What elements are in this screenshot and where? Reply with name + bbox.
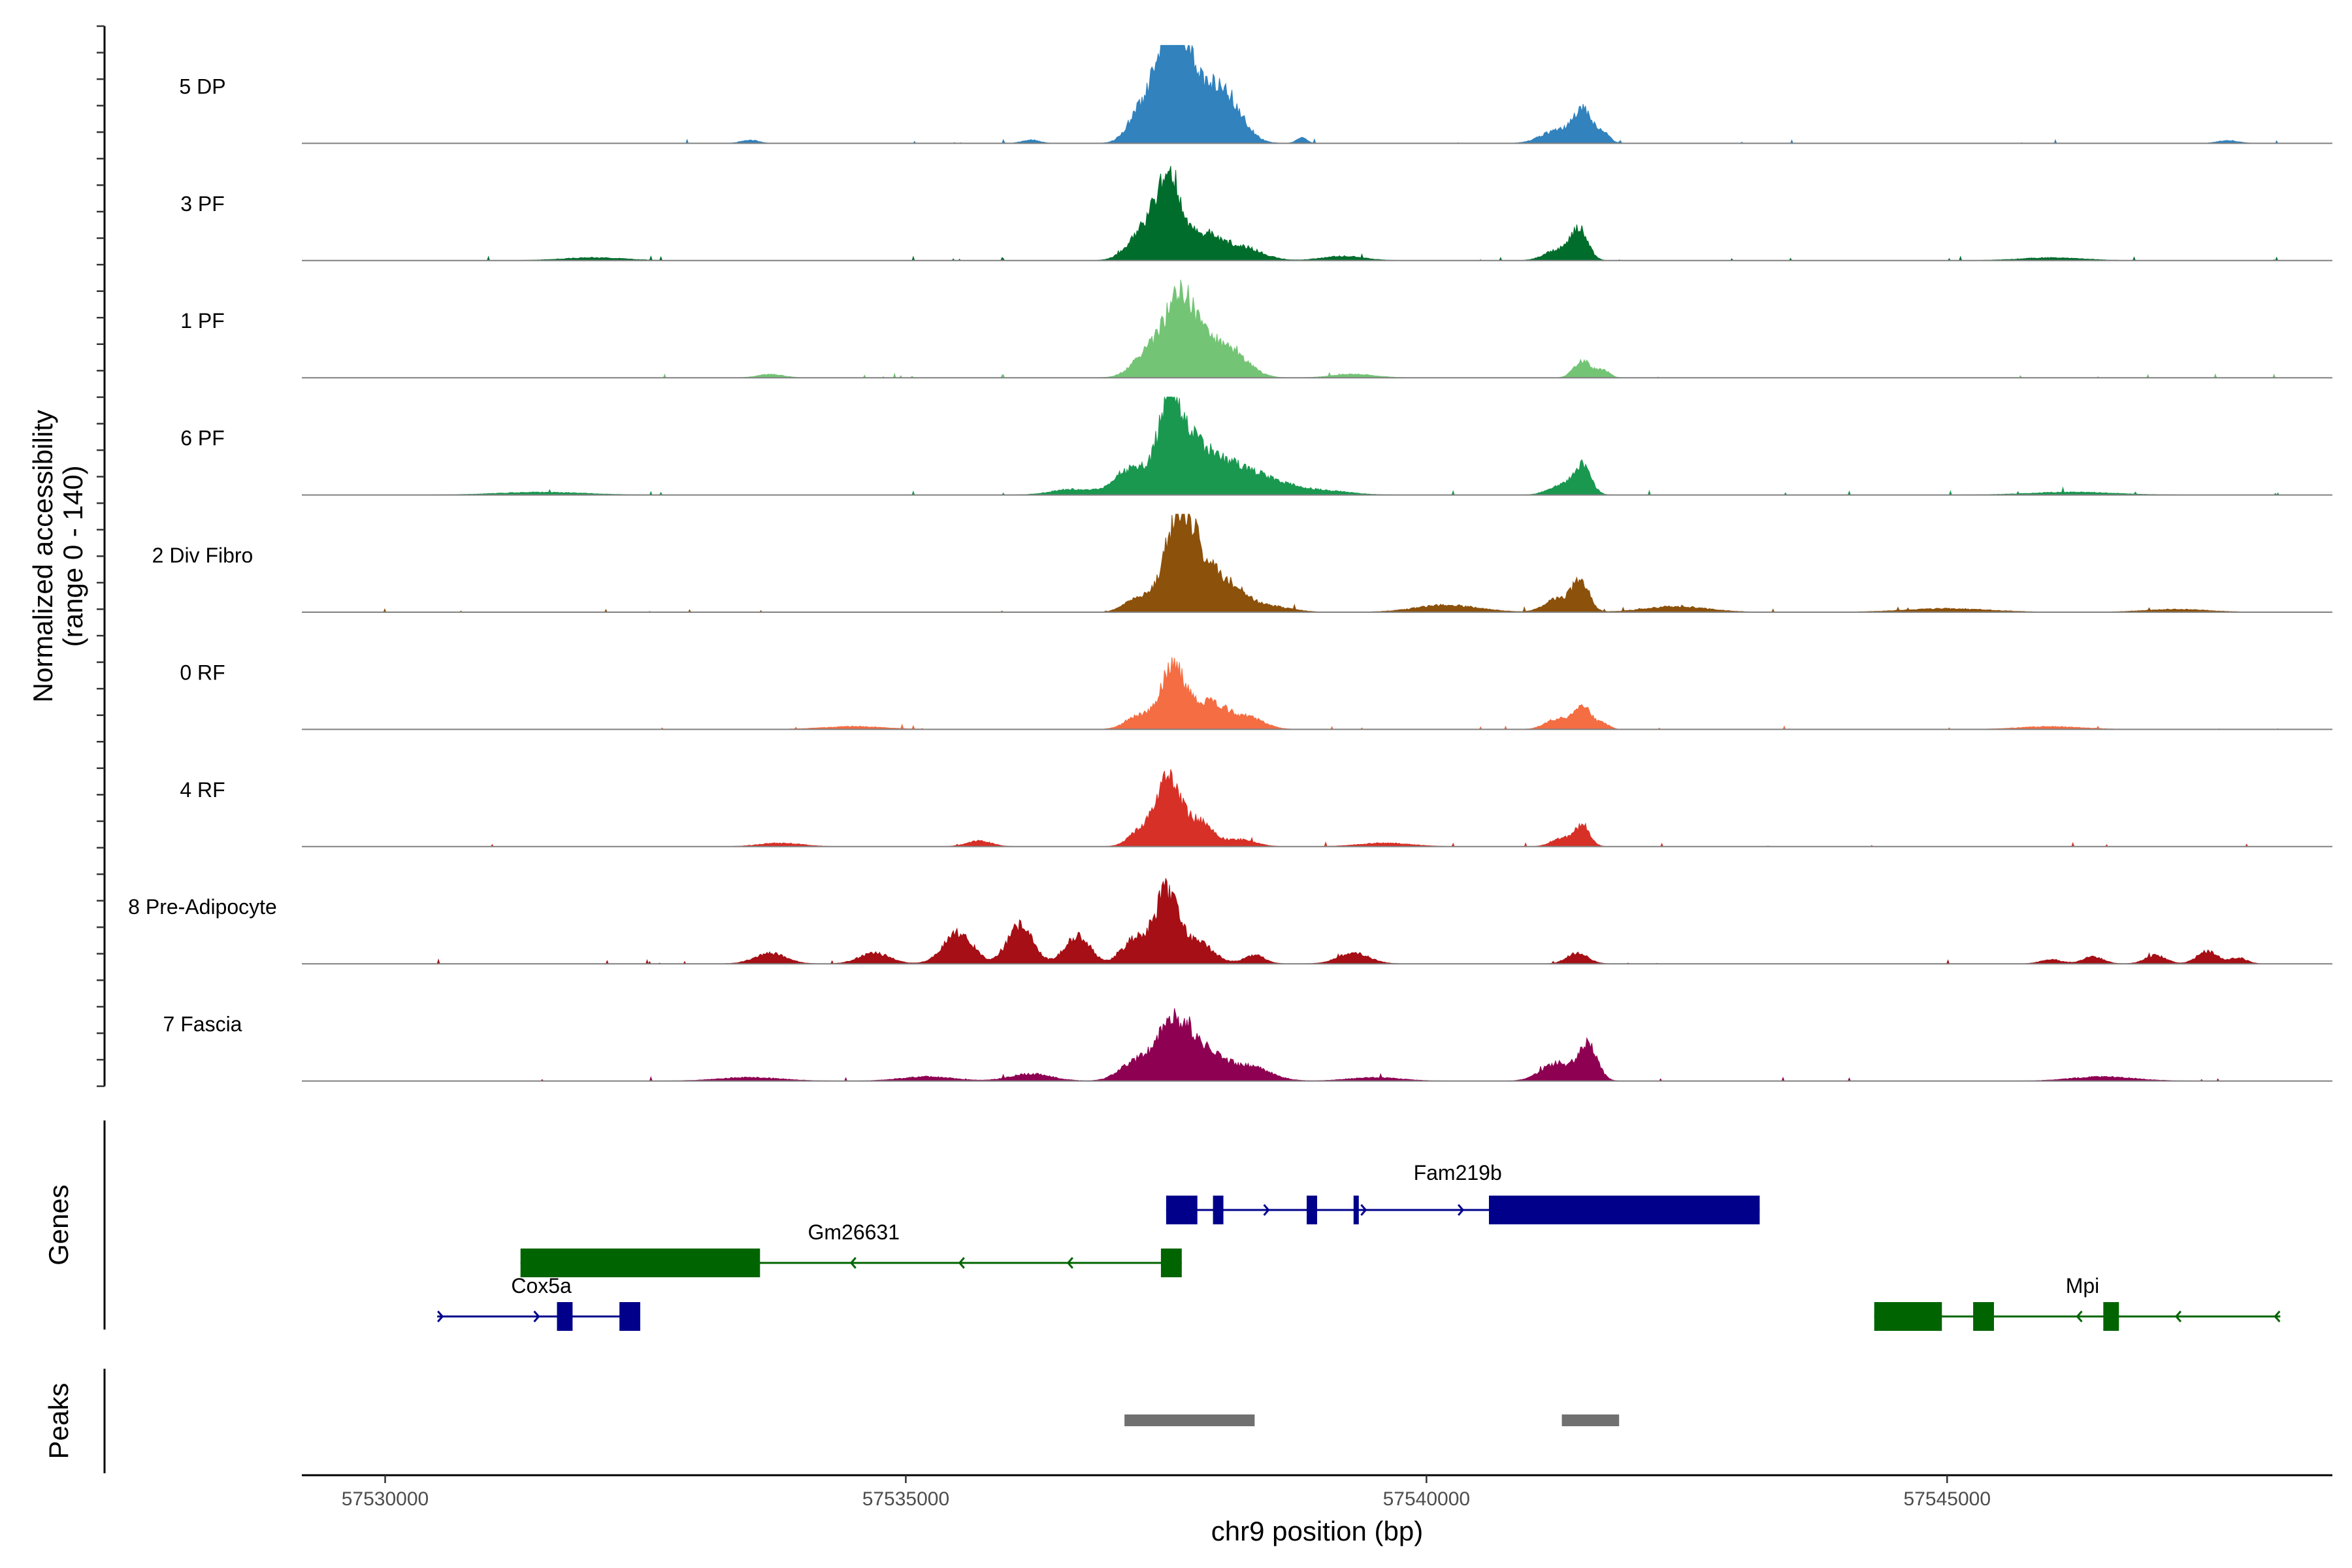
gene-exon — [1353, 1196, 1359, 1224]
track-7-fascia: 7 Fascia — [163, 1008, 2332, 1082]
gene-exon — [1160, 1249, 1182, 1277]
track-5-dp: 5 DP — [179, 44, 2332, 144]
track-6-pf: 6 PF — [180, 396, 2332, 496]
strand-arrow — [849, 1257, 857, 1269]
gene-track: Fam219b Gm26631 Cox5a Mpi — [103, 1120, 2281, 1331]
gene-fam219b: Fam219b — [1166, 1161, 1760, 1224]
coverage-tracks: 5 DP 3 PF 1 PF 6 PF 2 Div Fibro 0 RF 4 RF 8 Pre… — [128, 44, 2332, 1082]
track-label: 3 PF — [180, 192, 225, 216]
gene-exon — [2103, 1302, 2119, 1331]
x-axis-title: chr9 position (bp) — [1211, 1516, 1424, 1546]
gene-label: Mpi — [2066, 1274, 2100, 1298]
strand-arrow — [533, 1311, 540, 1322]
track-4-rf: 4 RF — [180, 769, 2332, 847]
y-axis-title: Normalized accessibility — [27, 410, 58, 702]
strand-arrow — [2274, 1311, 2281, 1322]
track-3-pf: 3 PF — [180, 165, 2332, 261]
x-tick-label: 57535000 — [862, 1488, 949, 1510]
x-axis: 57530000 57535000 57540000 57545000 — [302, 1474, 2332, 1510]
strand-arrow — [2174, 1311, 2182, 1322]
track-0-rf: 0 RF — [180, 657, 2332, 730]
strand-arrow — [437, 1311, 444, 1322]
track-label: 4 RF — [180, 778, 225, 802]
strand-arrow — [1066, 1257, 1073, 1269]
gene-exon — [1488, 1196, 1760, 1224]
strand-arrow — [1263, 1204, 1270, 1216]
gene-track-label: Genes — [43, 1184, 74, 1266]
gene-cox5a: Cox5a — [437, 1274, 640, 1331]
y-axis — [97, 25, 106, 1087]
gene-exon — [520, 1249, 760, 1277]
peak-region — [1124, 1414, 1255, 1426]
track-label: 8 Pre-Adipocyte — [128, 895, 277, 919]
gene-exon — [1166, 1196, 1198, 1224]
track-label: 6 PF — [180, 427, 225, 450]
track-label: 5 DP — [179, 74, 225, 98]
track-label: 7 Fascia — [163, 1013, 242, 1036]
strand-arrow — [2076, 1311, 2083, 1322]
gene-exon — [1213, 1196, 1224, 1224]
track-2-div-fibro: 2 Div Fibro — [152, 514, 2332, 613]
strand-arrow — [1458, 1204, 1465, 1216]
gene-exon — [619, 1302, 640, 1331]
x-tick-label: 57545000 — [1904, 1488, 1991, 1510]
peak-track — [103, 1369, 1620, 1473]
track-8-pre-adipocyte: 8 Pre-Adipocyte — [128, 878, 2332, 965]
x-tick-label: 57540000 — [1383, 1488, 1470, 1510]
track-label: 2 Div Fibro — [152, 544, 253, 567]
gene-label: Gm26631 — [808, 1220, 900, 1244]
track-1-pf: 1 PF — [180, 280, 2332, 379]
gene-exon — [1973, 1302, 1994, 1331]
gene-gm26631: Gm26631 — [520, 1220, 1182, 1277]
gene-exon — [1874, 1302, 1942, 1331]
gene-exon — [557, 1302, 573, 1331]
peak-track-label: Peaks — [43, 1383, 74, 1460]
gene-label: Cox5a — [511, 1274, 572, 1298]
gene-mpi: Mpi — [1874, 1274, 2281, 1331]
x-tick-label: 57530000 — [342, 1488, 429, 1510]
strand-arrow — [1360, 1204, 1367, 1216]
peak-region — [1561, 1414, 1620, 1426]
track-label: 1 PF — [180, 309, 225, 333]
gene-exon — [1307, 1196, 1317, 1224]
track-label: 0 RF — [180, 661, 225, 684]
y-axis-title-range: (range 0 - 140) — [57, 465, 88, 647]
gene-label: Fam219b — [1414, 1161, 1502, 1184]
strand-arrow — [958, 1257, 965, 1269]
